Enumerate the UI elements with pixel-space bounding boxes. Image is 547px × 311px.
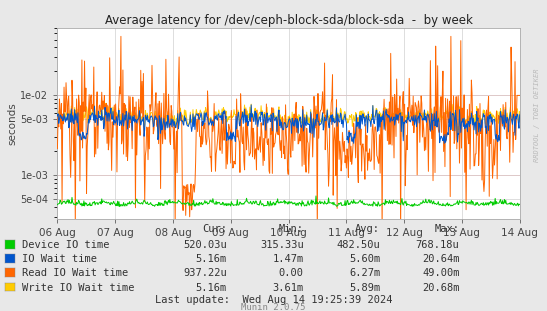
Text: Avg:: Avg:: [355, 224, 380, 234]
Text: Max:: Max:: [434, 224, 459, 234]
Text: 315.33u: 315.33u: [260, 240, 304, 250]
Text: Cur:: Cur:: [202, 224, 227, 234]
Text: 482.50u: 482.50u: [336, 240, 380, 250]
Text: Write IO Wait time: Write IO Wait time: [22, 283, 135, 293]
Text: 0.00: 0.00: [278, 268, 304, 278]
Text: IO Wait time: IO Wait time: [22, 254, 97, 264]
Title: Average latency for /dev/ceph-block-sda/block-sda  -  by week: Average latency for /dev/ceph-block-sda/…: [104, 14, 473, 27]
Text: Last update:  Wed Aug 14 19:25:39 2024: Last update: Wed Aug 14 19:25:39 2024: [155, 295, 392, 305]
Text: 3.61m: 3.61m: [272, 283, 304, 293]
Text: Device IO time: Device IO time: [22, 240, 109, 250]
Text: 5.60m: 5.60m: [349, 254, 380, 264]
Text: 937.22u: 937.22u: [183, 268, 227, 278]
Text: 5.16m: 5.16m: [196, 254, 227, 264]
Text: Read IO Wait time: Read IO Wait time: [22, 268, 128, 278]
Text: 520.03u: 520.03u: [183, 240, 227, 250]
Y-axis label: seconds: seconds: [8, 102, 18, 145]
Text: 5.89m: 5.89m: [349, 283, 380, 293]
Text: 5.16m: 5.16m: [196, 283, 227, 293]
Text: 1.47m: 1.47m: [272, 254, 304, 264]
Text: RRDTOOL / TOBI OETIKER: RRDTOOL / TOBI OETIKER: [534, 68, 540, 162]
Text: Munin 2.0.75: Munin 2.0.75: [241, 303, 306, 311]
Text: 768.18u: 768.18u: [416, 240, 459, 250]
Text: 49.00m: 49.00m: [422, 268, 459, 278]
Text: Min:: Min:: [278, 224, 304, 234]
Text: 20.64m: 20.64m: [422, 254, 459, 264]
Text: 6.27m: 6.27m: [349, 268, 380, 278]
Text: 20.68m: 20.68m: [422, 283, 459, 293]
